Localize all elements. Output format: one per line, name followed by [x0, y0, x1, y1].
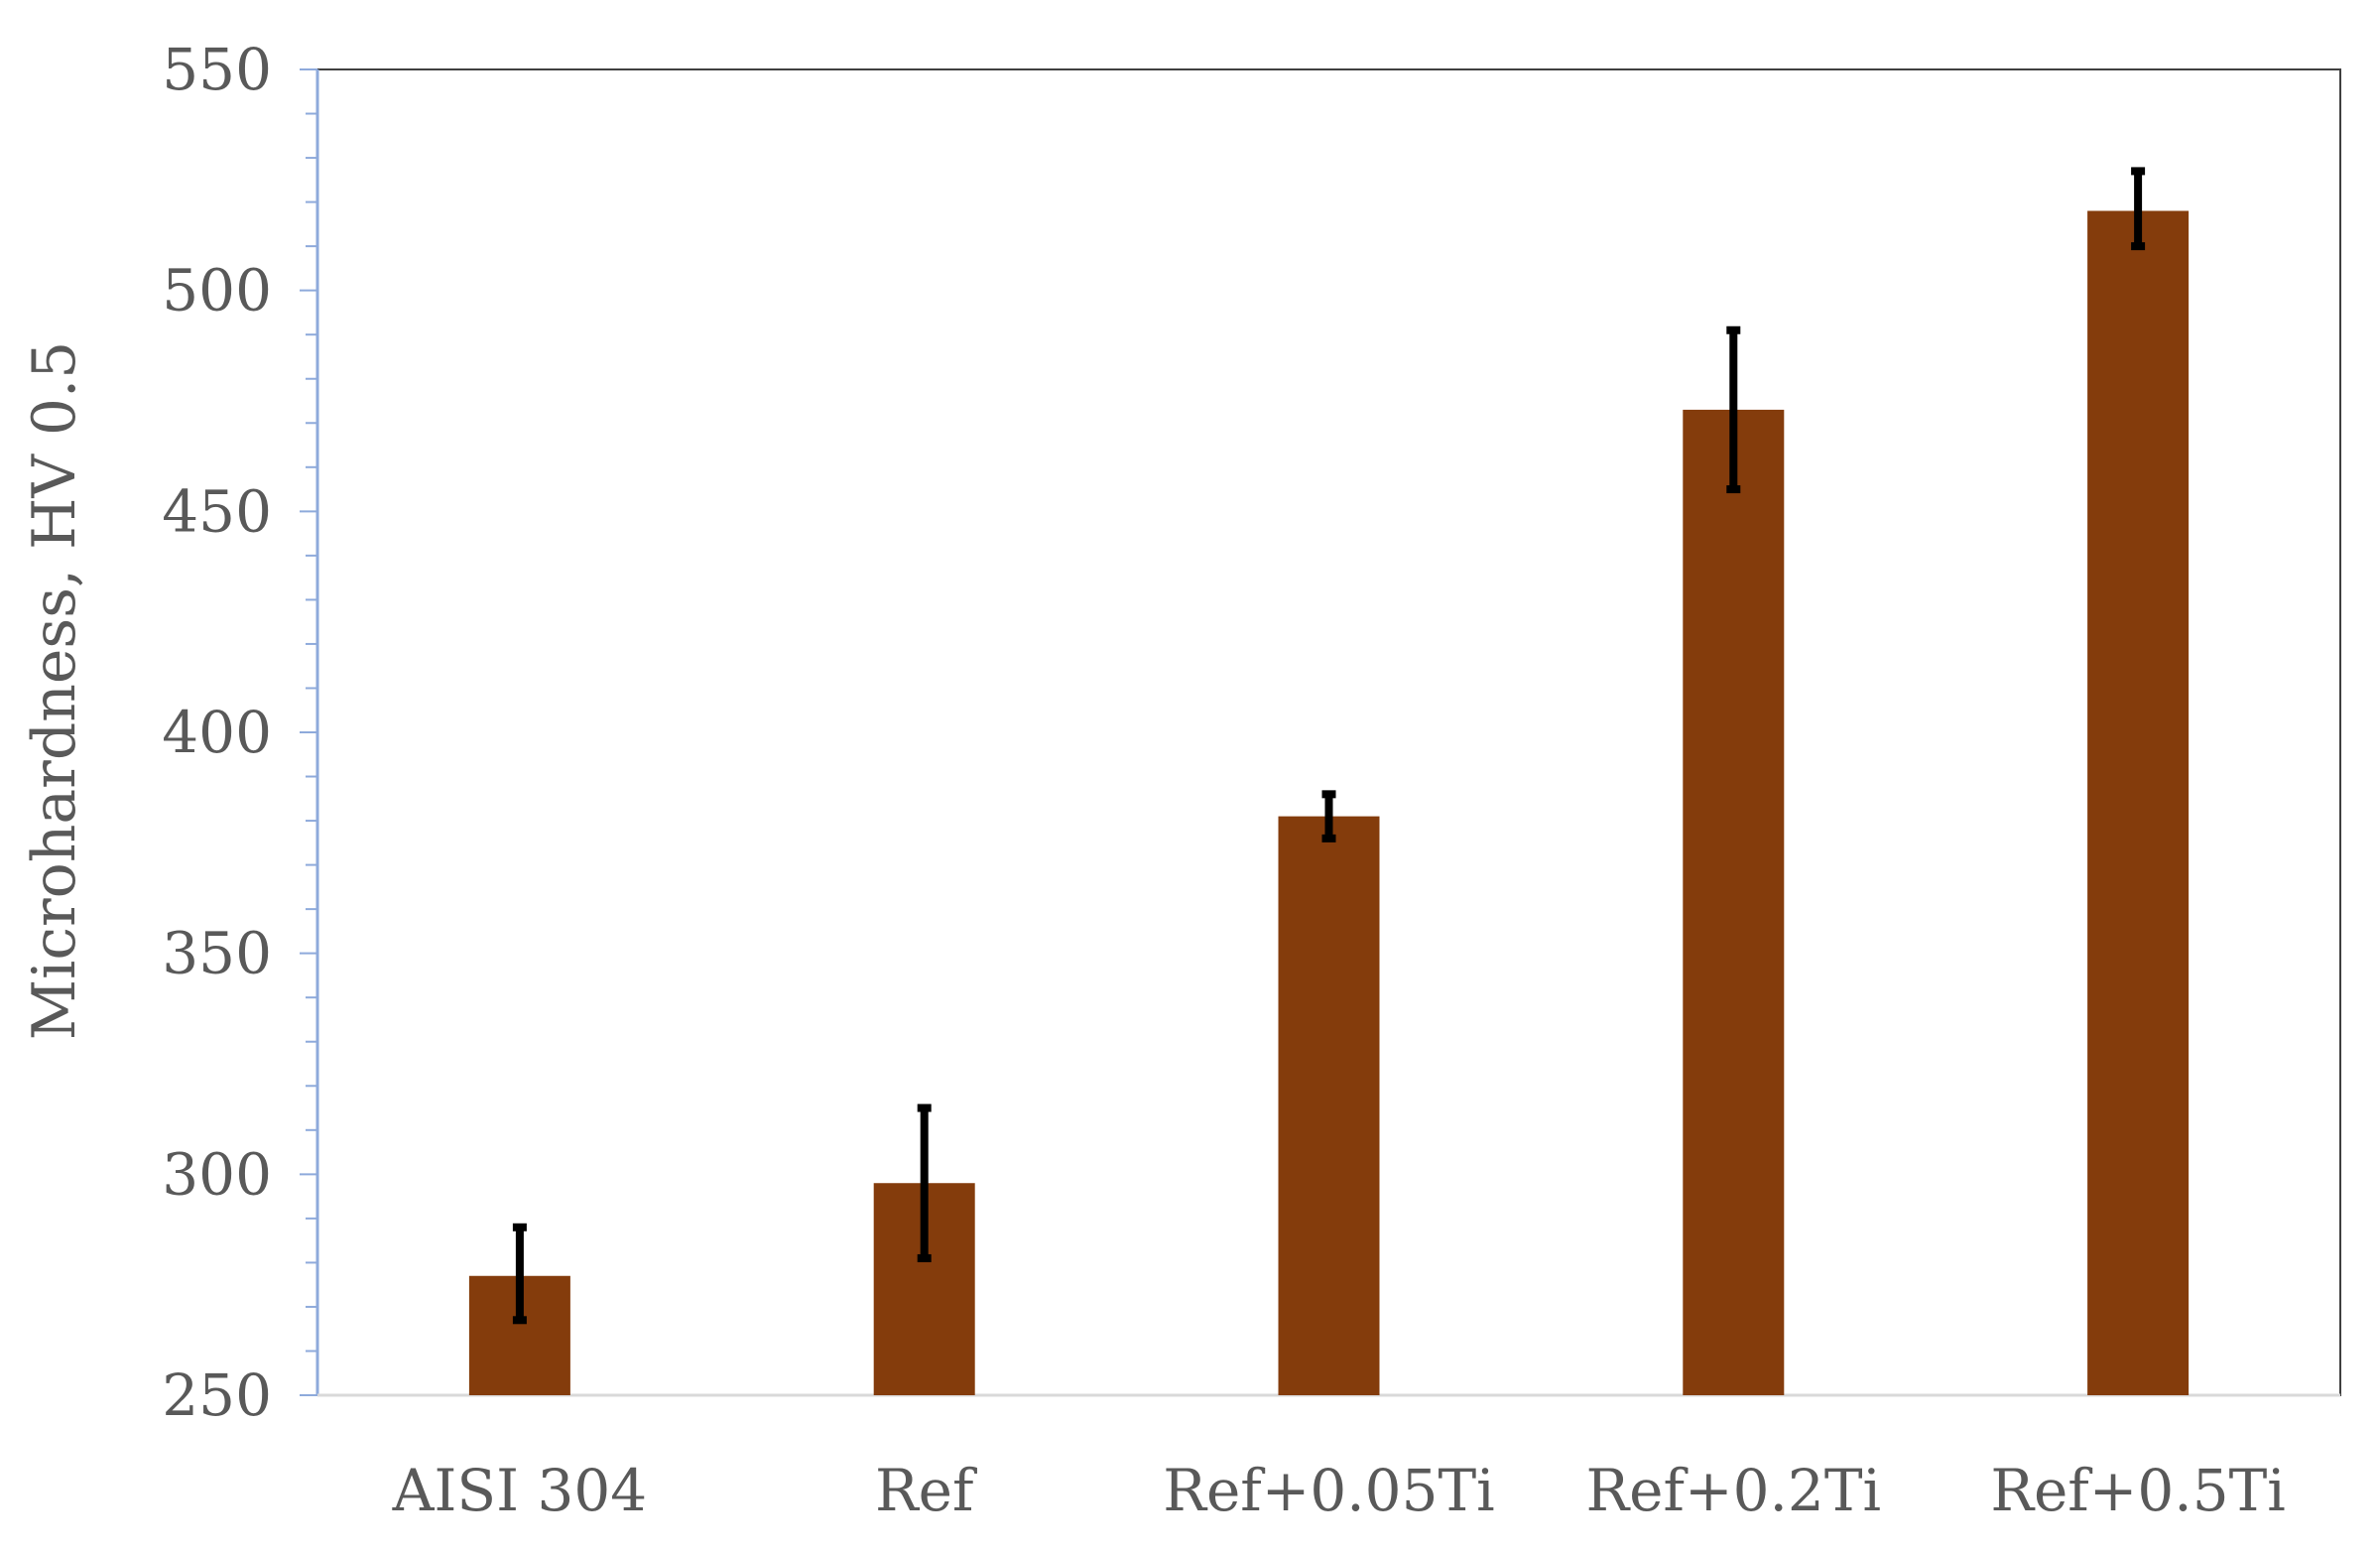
y-tick-label: 300	[162, 1140, 272, 1208]
bars	[468, 210, 2190, 1395]
y-tick-label: 500	[162, 257, 272, 324]
y-tick-label: 400	[162, 699, 272, 766]
x-category-label: Ref+0.05Ti	[1163, 1457, 1494, 1524]
x-category-label: Ref+0.2Ti	[1586, 1457, 1882, 1524]
bar	[1683, 409, 1785, 1395]
y-tick-label: 450	[162, 477, 272, 545]
y-axis-ticks: 250 300 350 400 450 500 550	[162, 36, 317, 1429]
y-tick-label: 550	[162, 36, 272, 103]
x-category-label: AISI 304	[392, 1457, 648, 1524]
bar	[1278, 816, 1380, 1395]
x-category-label: Ref	[875, 1457, 977, 1524]
y-axis-title: Microhardness, HV 0.5	[20, 341, 89, 1041]
error-bars	[512, 167, 2146, 1325]
y-minor-ticks	[306, 112, 317, 1353]
y-tick-label: 350	[162, 920, 272, 987]
x-category-label: Ref+0.5Ti	[1990, 1457, 2286, 1524]
bar	[2087, 210, 2190, 1395]
x-axis-labels: AISI 304 Ref Ref+0.05Ti Ref+0.2Ti Ref+0.5Ti	[392, 1457, 2286, 1524]
y-tick-label: 250	[162, 1361, 272, 1429]
